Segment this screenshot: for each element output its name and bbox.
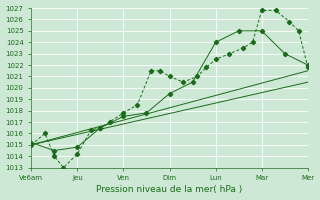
X-axis label: Pression niveau de la mer( hPa ): Pression niveau de la mer( hPa ) xyxy=(96,185,243,194)
